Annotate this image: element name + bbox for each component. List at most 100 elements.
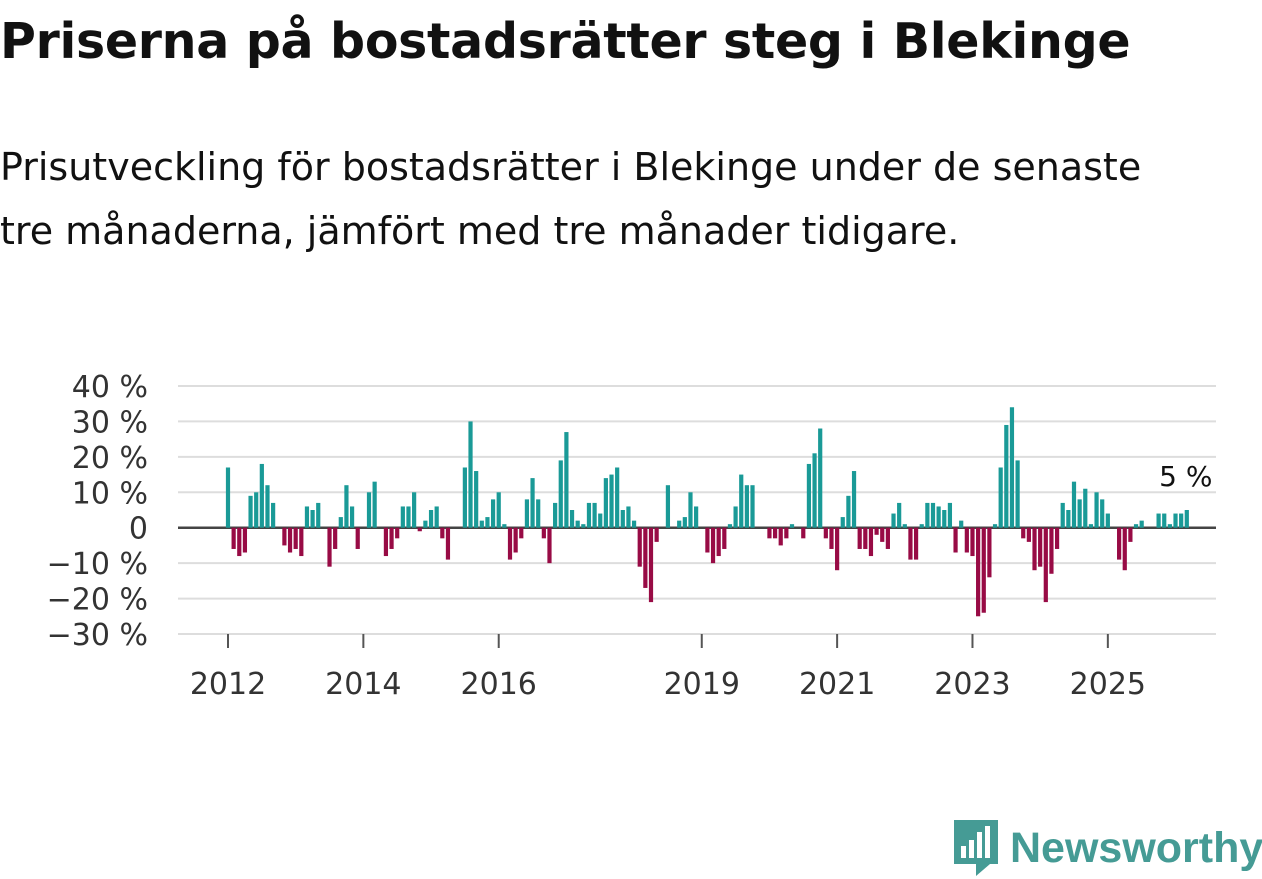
bar [1100,499,1105,528]
bar [1043,527,1048,603]
bar [1026,527,1031,542]
bar [282,527,287,546]
bar [406,506,411,528]
bar [919,524,924,528]
bar [897,502,902,528]
bar [474,471,479,528]
bar [1066,510,1071,528]
bar [733,506,738,528]
bar [423,520,428,528]
bar [959,520,964,528]
bar [1128,527,1133,542]
bar [462,467,467,528]
bar [936,506,941,528]
bar [1133,524,1139,528]
x-tick-label: 2019 [664,667,740,702]
bar [383,527,389,557]
bar [513,527,518,553]
y-tick-label: 10 % [72,476,148,511]
bar [293,527,298,549]
bar [536,499,541,528]
bar [987,527,992,578]
bar [524,499,530,528]
bar [654,527,659,542]
chart-subtitle: Prisutveckling för bostadsrätter i Bleki… [0,145,1142,253]
bar [694,506,699,528]
brand-name: Newsworthy [1010,823,1262,872]
bar [355,527,360,549]
bar [547,527,552,564]
bar [801,527,806,539]
bar [389,527,394,549]
bar [891,513,896,528]
bar [400,506,405,528]
bar [1049,527,1054,574]
x-tick-label: 2012 [190,667,266,702]
bar [976,527,981,617]
bar [225,467,231,528]
bar [609,474,614,528]
bar [592,502,597,528]
bar [620,510,625,528]
page-title: Priserna på bostadsrätter steg i Bleking… [0,13,1131,70]
bar [366,492,372,528]
bar [930,502,936,528]
bar [942,510,947,528]
bar [947,502,953,528]
bar [372,481,377,528]
bar [1004,424,1009,528]
bar [1009,407,1015,528]
bar [665,485,671,528]
bar [784,527,789,539]
bar [964,527,969,553]
bar [1088,524,1094,528]
bar [1060,502,1065,528]
bar [417,527,422,532]
bar [823,527,828,539]
bar [1077,499,1082,528]
bar [468,421,473,528]
y-tick-label: −20 % [47,583,148,618]
price-change-bar-chart: 40 %30 %20 %10 %0−10 %−20 %−30 % 2012 201… [47,370,1216,702]
bar [705,527,710,553]
x-tick-label: 2021 [799,667,875,702]
bar [440,527,445,539]
bar [1015,460,1020,528]
y-tick-label: 20 % [72,441,148,476]
bar [412,492,417,528]
y-tick-label: −30 % [47,618,148,653]
bar [880,527,885,542]
bar [806,463,812,528]
bar [812,453,817,528]
bar [564,432,569,528]
bar [581,524,586,528]
x-tick-label: 2014 [325,667,401,702]
bar [1139,520,1144,528]
y-tick-label: 0 [129,512,148,547]
bar [902,524,907,528]
bar [304,506,310,528]
bar [1179,513,1184,528]
newsworthy-logo-icon [954,820,998,876]
bar [846,495,851,528]
bar [558,460,563,528]
bar [490,499,496,528]
bar [519,527,524,539]
bar [603,478,608,528]
bar [615,467,620,528]
bar [496,492,501,528]
bar [1184,510,1189,528]
y-tick-label: 30 % [72,405,148,440]
y-tick-label: 40 % [72,370,148,405]
x-tick-label: 2023 [934,667,1010,702]
bar [271,502,276,528]
bar [445,527,451,560]
bar [237,527,242,557]
bar [485,517,490,528]
bar [395,527,400,539]
bar [598,513,603,528]
bar [1156,513,1161,528]
bar [688,492,693,528]
x-tick-label: 2025 [1070,667,1146,702]
bar [1162,513,1167,528]
